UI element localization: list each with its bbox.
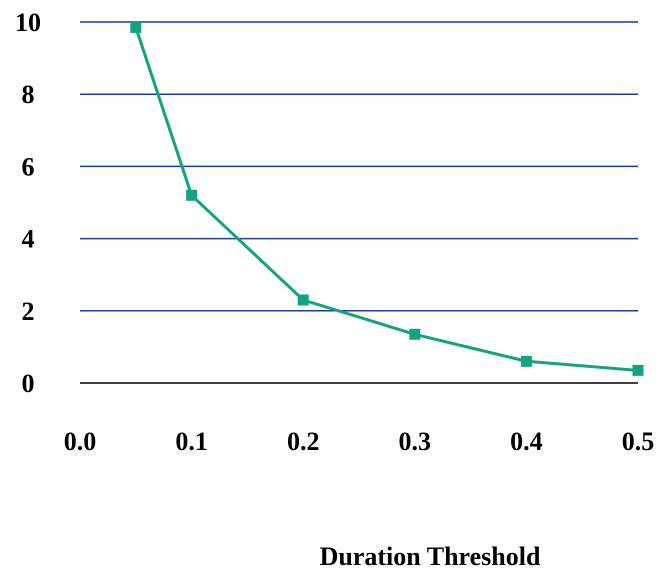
data-point-0-1 <box>186 189 198 201</box>
x-tick-label-0.3: 0.3 <box>399 427 432 456</box>
x-tick-label-0.5: 0.5 <box>622 427 655 456</box>
data-point-0-3 <box>409 328 421 340</box>
data-point-0-4 <box>520 355 532 367</box>
x-tick-label-0.4: 0.4 <box>510 427 543 456</box>
x-tick-labels: 0.0 0.1 0.2 0.3 0.4 0.5 <box>64 427 655 456</box>
y-tick-label-0: 0 <box>22 369 35 398</box>
data-point-0-0 <box>130 21 142 33</box>
y-tick-labels: 0 2 4 6 8 10 <box>15 8 41 398</box>
y-tick-label-10: 10 <box>15 8 41 37</box>
x-tick-label-0.1: 0.1 <box>175 427 208 456</box>
y-tick-label-6: 6 <box>22 152 35 181</box>
grid-lines <box>80 21 638 312</box>
x-axis-title: Duration Threshold <box>320 542 541 571</box>
data-point-0-5 <box>632 364 644 376</box>
series-layer <box>130 21 644 376</box>
series-line-0 <box>134 26 639 372</box>
y-tick-label-4: 4 <box>22 225 35 254</box>
x-tick-label-0.2: 0.2 <box>287 427 320 456</box>
y-tick-label-8: 8 <box>22 80 35 109</box>
x-tick-label-0.0: 0.0 <box>64 427 97 456</box>
y-tick-label-2: 2 <box>22 297 35 326</box>
data-point-0-2 <box>297 294 309 306</box>
